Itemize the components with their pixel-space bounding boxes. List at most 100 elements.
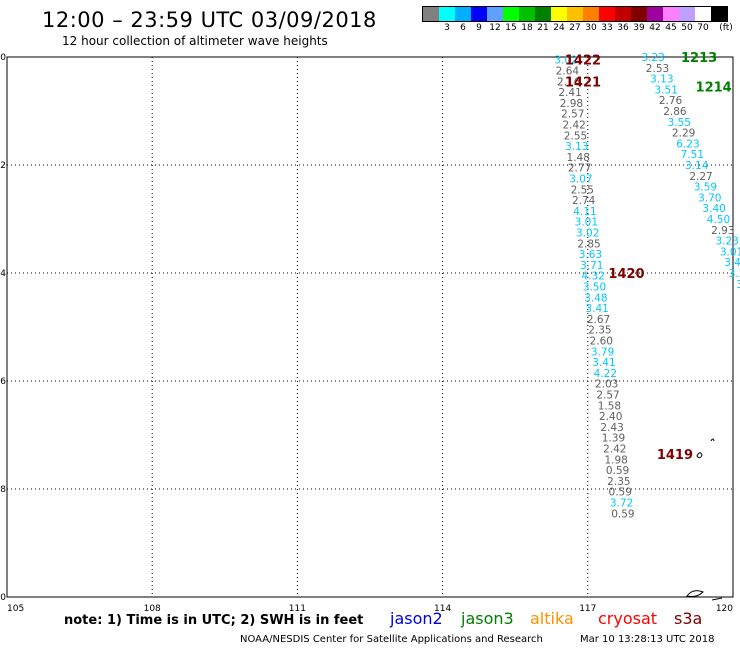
wave-height-value: 4.11 bbox=[573, 206, 596, 218]
wave-height-value: 2.77 bbox=[568, 163, 591, 175]
wave-height-value: 2.42 bbox=[603, 444, 626, 456]
wave-height-value: 3.4 bbox=[736, 279, 740, 291]
legend-swatch bbox=[615, 7, 631, 21]
generated-timestamp: Mar 10 13:28:13 UTC 2018 bbox=[580, 634, 715, 645]
wave-height-value: 3.01 bbox=[720, 246, 740, 258]
legend-label: 42 bbox=[649, 23, 661, 33]
legend-swatch bbox=[647, 7, 663, 21]
pass-time-label: 1421 bbox=[565, 75, 601, 90]
wave-height-value: 2.42 bbox=[562, 120, 585, 132]
satellite-label-altika: altika bbox=[530, 609, 574, 628]
legend-label: 30 bbox=[585, 23, 597, 33]
pass-time-label: 1419 bbox=[657, 448, 693, 463]
wave-height-value: 3.41 bbox=[585, 303, 608, 315]
legend-unit: (ft) bbox=[719, 23, 733, 33]
legend-label: 24 bbox=[553, 23, 565, 33]
legend-swatch bbox=[487, 7, 503, 21]
pass-time-label: 1422 bbox=[565, 54, 601, 69]
legend-label: 39 bbox=[633, 23, 645, 33]
legend-swatch bbox=[599, 7, 615, 21]
legend-label: 45 bbox=[665, 23, 677, 33]
wave-height-value: 2.60 bbox=[590, 336, 613, 348]
wave-height-value: 3.70 bbox=[698, 192, 721, 204]
wave-height-value: 1.98 bbox=[604, 454, 627, 466]
wave-height-value: 2.74 bbox=[572, 195, 596, 207]
lon-tick-label: 111 bbox=[289, 604, 306, 614]
legend-label: 50 bbox=[681, 23, 693, 33]
legend-label: 21 bbox=[537, 23, 549, 33]
wave-height-value: 3.14 bbox=[685, 160, 709, 172]
wave-height-value: 4.50 bbox=[707, 214, 730, 226]
pass-time-label: 1214 bbox=[696, 81, 732, 96]
wave-height-value: 3.01 bbox=[575, 217, 598, 229]
legend-label: 15 bbox=[505, 23, 517, 33]
wave-height-value: 2.85 bbox=[577, 238, 600, 250]
wave-height-value: 3.41 bbox=[592, 357, 615, 369]
lat-tick-label: -20 bbox=[0, 593, 6, 603]
lat-tick-label: -18 bbox=[0, 485, 6, 495]
lon-tick-label: 120 bbox=[716, 604, 733, 614]
lon-tick-label: 114 bbox=[434, 604, 451, 614]
wave-height-value: 2.43 bbox=[600, 422, 623, 434]
wave-height-value: 3.07 bbox=[569, 174, 592, 186]
legend-swatch bbox=[631, 7, 647, 21]
wave-height-value: 3.79 bbox=[591, 346, 614, 358]
wave-height-value: 0.59 bbox=[606, 465, 629, 477]
lat-tick-label: -14 bbox=[0, 269, 6, 279]
legend-swatch bbox=[583, 7, 599, 21]
wave-height-value: 1.39 bbox=[602, 433, 625, 445]
wave-height-value: 3.34 bbox=[729, 268, 740, 280]
lat-tick-label: -16 bbox=[0, 377, 6, 387]
legend-label: 27 bbox=[569, 23, 581, 33]
lon-tick-label: 108 bbox=[144, 604, 161, 614]
wave-height-value: 3.40 bbox=[702, 203, 725, 215]
wave-height-value: 3.48 bbox=[584, 292, 607, 304]
pass-time-label: 1420 bbox=[608, 267, 644, 282]
wave-height-value: 3.55 bbox=[668, 117, 691, 129]
satellite-label-cryosat: cryosat bbox=[598, 609, 658, 628]
wave-height-value: 1.48 bbox=[567, 152, 590, 164]
legend-label: 36 bbox=[617, 23, 629, 33]
wave-height-value: 3.59 bbox=[694, 182, 717, 194]
wave-height-value: 2.16 bbox=[557, 76, 581, 88]
wave-height-value: 2.29 bbox=[672, 128, 695, 140]
legend-label: 33 bbox=[601, 23, 613, 33]
wave-height-value: 2.41 bbox=[558, 87, 581, 99]
wave-height-value: 3.02 bbox=[576, 228, 599, 240]
wave-height-value: 4.32 bbox=[581, 271, 604, 283]
legend-labels: 3 6 9 12 15 18 21 24 27 30 33 36 39 42 45 50 70 (ft) bbox=[422, 22, 733, 34]
wave-height-value: 2.98 bbox=[560, 98, 583, 110]
wave-height-value: 2.53 bbox=[646, 63, 669, 75]
credit-line: NOAA/NESDIS Center for Satellite Applica… bbox=[240, 634, 543, 645]
legend-swatch bbox=[535, 7, 551, 21]
wave-height-value: 2.93 bbox=[711, 225, 734, 237]
wave-height-value: 4.22 bbox=[594, 368, 617, 380]
wave-height-value: 3.71 bbox=[580, 260, 603, 272]
satellite-label-jason3: jason3 bbox=[461, 609, 514, 628]
coastline-fragment bbox=[696, 438, 715, 459]
legend-label: 70 bbox=[697, 23, 709, 33]
legend-label: 18 bbox=[521, 23, 533, 33]
legend-swatch bbox=[423, 7, 439, 21]
legend-swatch bbox=[567, 7, 583, 21]
legend-swatch bbox=[663, 7, 679, 21]
legend-swatch bbox=[695, 7, 711, 21]
wave-height-value: 2.57 bbox=[596, 390, 619, 402]
legend-label: 9 bbox=[476, 23, 482, 33]
wave-height-value: 2.67 bbox=[587, 314, 610, 326]
wave-height-value: 3.02 bbox=[554, 55, 577, 67]
wave-height-value: 3.51 bbox=[655, 84, 678, 96]
color-legend: 3 6 9 12 15 18 21 24 27 30 33 36 39 42 45 50 70 (ft) bbox=[422, 6, 733, 34]
page-title: 12:00 – 23:59 UTC 03/09/2018 bbox=[42, 8, 377, 32]
wave-height-value: 2.55 bbox=[564, 130, 587, 142]
legend-color-bar bbox=[422, 6, 728, 22]
wave-height-value: 0.59 bbox=[611, 508, 634, 520]
wave-height-value: 2.55 bbox=[571, 184, 594, 196]
lat-tick-label: -10 bbox=[0, 53, 6, 63]
lon-tick-label: 117 bbox=[579, 604, 596, 614]
legend-label: 6 bbox=[460, 23, 466, 33]
wave-height-value: 0.59 bbox=[609, 487, 632, 499]
wave-height-value: 3.50 bbox=[583, 282, 606, 294]
wave-height-value: 3.63 bbox=[579, 249, 602, 261]
